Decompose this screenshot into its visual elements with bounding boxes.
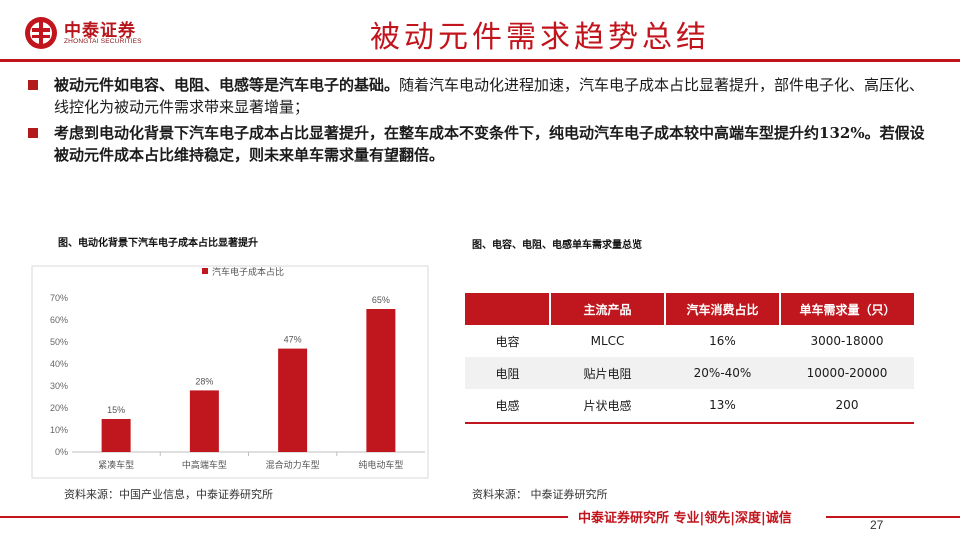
x-tick-label: 纯电动车型 [358, 459, 403, 471]
square-bullet-icon [28, 128, 38, 138]
company-logo: 中泰证券 ZHONGTAI SECURITIES [24, 14, 154, 54]
bullet-strong-text: 被动元件如电容、电阻、电感等是汽车电子的基础。 [54, 76, 400, 94]
table-cell: 片状电感 [583, 398, 632, 413]
bar [278, 348, 308, 452]
bullet-item: 被动元件如电容、电阻、电感等是汽车电子的基础。随着汽车电动化进程加速，汽车电子成… [28, 74, 928, 118]
left-figure-source: 资料来源：中国产业信息，中泰证券研究所 [64, 488, 273, 501]
table-cell: 200 [835, 398, 859, 412]
x-tick-label: 紧凑车型 [98, 459, 134, 471]
bar-value-label: 15% [107, 405, 125, 415]
y-tick-label: 70% [50, 293, 68, 303]
table-cell: 电阻 [465, 357, 550, 389]
chart-svg: 汽车电子成本占比 0% 10% 20% 30% 40% 50% 60% 70% 15% 紧凑车型 28… [31, 265, 429, 479]
table-header-cell: 主流产品 [550, 293, 666, 325]
right-figure-source: 资料来源： 中泰证券研究所 [472, 488, 608, 501]
y-tick-label: 50% [50, 337, 68, 347]
x-tick-label: 混合动力车型 [266, 459, 320, 471]
bar [189, 390, 219, 452]
y-tick-label: 10% [50, 425, 68, 435]
bar [101, 419, 131, 452]
table-header-row: 主流产品 汽车消费占比 单车需求量（只） [465, 293, 914, 325]
bar [366, 309, 396, 452]
bullet-normal-text: 随着汽车电动化进程加速，汽车电子成本占比显著提升，部件电子化、高压化、线控化为被… [54, 76, 925, 116]
table-cell: 电容 [495, 334, 520, 349]
table-cell: 贴片电阻 [550, 357, 665, 389]
table-cell: 10000-20000 [780, 357, 914, 389]
table-header-cell: 单车需求量（只） [780, 293, 914, 325]
y-tick-label: 40% [50, 359, 68, 369]
page-title: 被动元件需求趋势总结 [370, 20, 710, 55]
table-cell: 电感 [495, 398, 520, 413]
logo-english-name: ZHONGTAI SECURITIES [64, 38, 142, 45]
bar-value-label: 65% [372, 295, 390, 305]
y-tick-label: 20% [50, 403, 68, 413]
table-cell: MLCC [590, 334, 625, 348]
table-header-cell: 汽车消费占比 [665, 293, 781, 325]
legend-label: 汽车电子成本占比 [212, 266, 284, 278]
bar-value-label: 47% [284, 335, 302, 345]
left-figure-title: 图、电动化背景下汽车电子成本占比显著提升 [58, 238, 258, 249]
y-tick-label: 30% [50, 381, 68, 391]
logo-chinese-name: 中泰证券 [64, 21, 136, 41]
bullet-strong-text: 考虑到电动化背景下汽车电子成本占比显著提升，在整车成本不变条件下，纯电动汽车电子… [54, 124, 925, 164]
legend-swatch [202, 268, 208, 274]
logo-mark-icon [25, 17, 57, 49]
table-row: 电容 MLCC 16% 3000-18000 [465, 325, 914, 357]
footer-slogan: 中泰证券研究所 专业|领先|深度|诚信 [578, 511, 792, 526]
x-tick-label: 中高端车型 [182, 459, 227, 471]
cost-share-bar-chart: 汽车电子成本占比 0% 10% 20% 30% 40% 50% 60% 70% 15% 紧凑车型 28… [30, 258, 430, 480]
component-demand-table: 主流产品 汽车消费占比 单车需求量（只） 电容 MLCC 16% 3000-18… [465, 293, 914, 421]
right-figure-title: 图、电容、电阻、电感单车需求量总览 [472, 240, 642, 251]
page-number: 27 [870, 518, 884, 532]
title-divider [0, 59, 960, 62]
table-row: 电感 片状电感 13% 200 [465, 389, 914, 421]
table-cell: 3000-18000 [810, 334, 884, 348]
table-header-cell [465, 293, 551, 325]
table-cell: 13% [709, 398, 736, 412]
y-tick-label: 60% [50, 315, 68, 325]
table-row: 电阻 贴片电阻 20%-40% 10000-20000 [465, 357, 914, 389]
table-bottom-rule [465, 422, 914, 424]
bullet-item: 考虑到电动化背景下汽车电子成本占比显著提升，在整车成本不变条件下，纯电动汽车电子… [28, 122, 928, 166]
bullet-list: 被动元件如电容、电阻、电感等是汽车电子的基础。随着汽车电动化进程加速，汽车电子成… [28, 74, 928, 170]
y-tick-label: 0% [55, 447, 68, 457]
table-cell: 20%-40% [665, 357, 780, 389]
table-cell: 16% [709, 334, 736, 348]
footer-rule-right [826, 516, 960, 518]
bar-value-label: 28% [195, 376, 213, 386]
square-bullet-icon [28, 80, 38, 90]
footer-rule-left [0, 516, 568, 518]
chart-frame [31, 265, 429, 479]
